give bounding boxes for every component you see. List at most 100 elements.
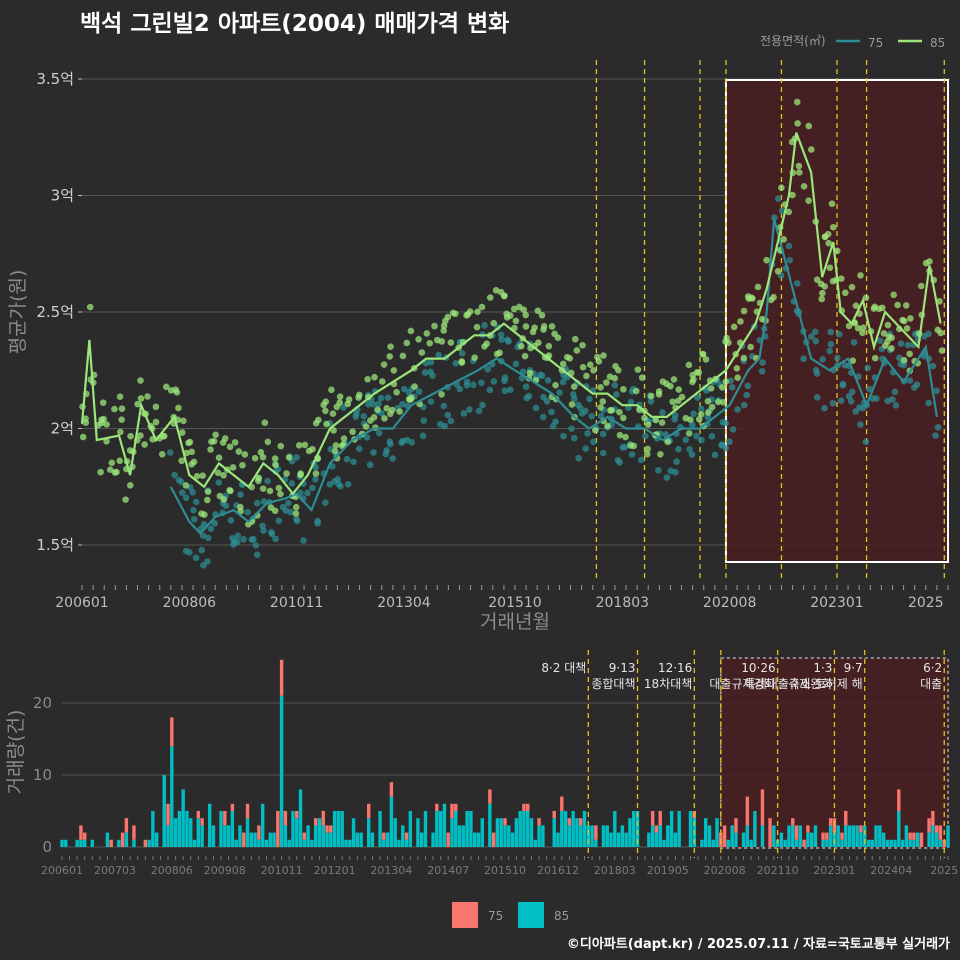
price-scatter-point-75	[616, 459, 623, 466]
price-xtick-label: 201011	[270, 595, 323, 611]
price-scatter-point-85	[201, 511, 208, 519]
volume-bar-85	[575, 818, 579, 847]
price-scatter-point-85	[160, 432, 168, 440]
price-scatter-point-75	[873, 395, 880, 402]
volume-bar-85	[904, 825, 909, 847]
price-scatter-point-85	[407, 327, 415, 335]
price-scatter-point-75	[343, 455, 351, 463]
price-scatter-point-85	[285, 454, 293, 461]
price-scatter-point-85	[770, 293, 777, 301]
price-scatter-point-75	[811, 328, 819, 336]
price-scatter-point-85	[332, 442, 340, 449]
price-scatter-point-75	[207, 525, 215, 533]
price-scatter-point-85	[407, 396, 414, 403]
price-scatter-point-85	[458, 358, 466, 365]
price-scatter-point-75	[244, 508, 252, 516]
price-scatter-point-85	[328, 386, 335, 394]
volume-bar-85	[620, 825, 625, 847]
price-scatter-point-75	[501, 374, 509, 381]
price-scatter-point-85	[251, 454, 259, 462]
price-scatter-point-85	[199, 472, 206, 479]
price-scatter-point-85	[852, 302, 860, 309]
price-scatter-point-85	[707, 385, 715, 392]
price-scatter-point-85	[277, 490, 284, 498]
price-scatter-point-85	[926, 258, 933, 265]
price-scatter-point-85	[857, 272, 864, 279]
price-scatter-point-85	[86, 303, 94, 311]
volume-bar-75	[329, 825, 333, 833]
price-scatter-point-75	[734, 406, 741, 413]
price-scatter-point-75	[322, 499, 329, 506]
price-scatter-point-85	[403, 339, 411, 347]
volume-bar-85	[844, 825, 848, 847]
volume-bar-75	[794, 825, 799, 840]
price-xtick-label: 201304	[377, 595, 431, 611]
price-scatter-point-75	[484, 365, 491, 373]
volume-bar-75	[594, 825, 598, 840]
price-scatter-point-75	[314, 520, 321, 527]
price-scatter-point-85	[888, 345, 895, 352]
volume-bar-75	[382, 832, 386, 840]
price-scatter-point-85	[730, 323, 738, 331]
volume-bar-85	[397, 839, 401, 847]
volume-bar-75	[722, 825, 727, 847]
volume-ytick-label: 0	[42, 838, 52, 856]
volume-bar-75	[366, 803, 371, 819]
price-scatter-point-85	[658, 419, 666, 426]
price-ytick-label: 3억	[51, 187, 74, 205]
price-scatter-point-75	[588, 412, 596, 420]
price-scatter-point-85	[203, 496, 211, 504]
price-scatter-point-85	[825, 239, 832, 247]
price-scatter-point-85	[695, 415, 703, 423]
price-scatter-point-75	[190, 515, 198, 523]
price-scatter-point-75	[478, 379, 485, 387]
price-scatter-point-85	[312, 470, 320, 477]
volume-xtick-label: 200601	[41, 864, 83, 877]
volume-bar-75	[143, 839, 148, 847]
volume-bar-75	[760, 789, 765, 826]
price-scatter-point-85	[399, 352, 407, 360]
volume-bar-75	[579, 818, 583, 826]
price-scatter-point-75	[807, 333, 815, 340]
price-scatter-point-85	[902, 302, 910, 309]
price-scatter-point-85	[137, 377, 144, 384]
price-scatter-point-75	[904, 341, 912, 349]
price-scatter-point-85	[210, 437, 218, 445]
price-scatter-point-85	[774, 267, 782, 275]
volume-bar-85	[238, 825, 242, 847]
volume-bar-85	[503, 825, 507, 847]
volume-bar-85	[488, 803, 492, 847]
price-scatter-point-75	[522, 383, 530, 391]
price-scatter-point-85	[871, 354, 879, 362]
price-scatter-point-75	[190, 506, 197, 514]
price-scatter-point-75	[655, 466, 662, 474]
price-scatter-point-85	[862, 294, 870, 302]
price-scatter-point-85	[583, 372, 590, 380]
price-scatter-point-85	[722, 378, 730, 385]
price-scatter-point-85	[785, 208, 793, 216]
price-scatter-point-75	[363, 434, 371, 441]
price-scatter-point-85	[652, 416, 660, 424]
volume-bar-85	[938, 839, 943, 847]
price-scatter-point-85	[566, 354, 574, 362]
volume-bar-85	[382, 839, 386, 847]
volume-bar-85	[124, 832, 129, 847]
volume-bar-85	[666, 825, 670, 847]
price-scatter-point-85	[795, 162, 803, 170]
price-scatter-point-85	[214, 469, 222, 477]
price-scatter-point-85	[103, 421, 110, 428]
volume-bar-85	[734, 832, 738, 847]
price-scatter-point-85	[796, 169, 803, 176]
price-scatter-point-75	[537, 371, 544, 379]
volume-bar-85	[813, 825, 818, 847]
price-scatter-point-85	[295, 442, 303, 449]
price-scatter-point-75	[366, 461, 374, 469]
volume-bar-85	[117, 839, 121, 847]
volume-xtick-label: 202110	[757, 864, 799, 877]
price-scatter-point-85	[630, 442, 638, 450]
price-scatter-point-75	[304, 489, 311, 497]
price-scatter-point-85	[670, 376, 678, 383]
price-scatter-point-75	[329, 463, 336, 470]
volume-xtick-label: 202008	[704, 864, 746, 877]
volume-legend-label-75: 75	[488, 909, 503, 923]
